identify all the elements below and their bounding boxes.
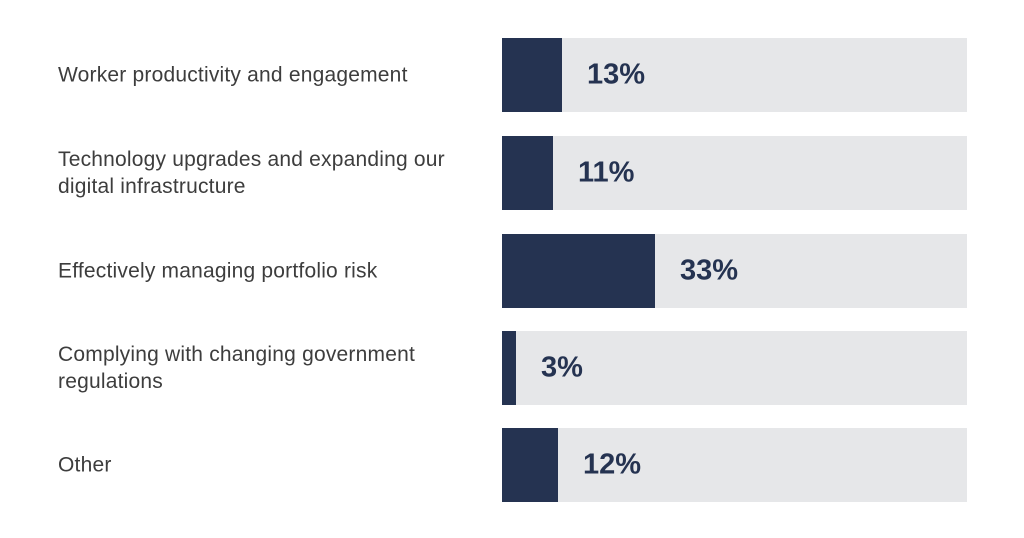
category-label: Other [58, 453, 112, 477]
value-label: 12% [583, 448, 642, 481]
category-label: Complying with changing government regul… [58, 343, 415, 393]
bar-track: 33% [502, 234, 967, 308]
bar [502, 38, 562, 112]
bar-track: 13% [502, 38, 967, 112]
value-label: 13% [587, 58, 646, 91]
bar [502, 331, 516, 405]
bar-row: Technology upgrades and expanding our di… [0, 136, 1024, 210]
bar-row: Other 12% [0, 428, 1024, 502]
category-label: Effectively managing portfolio risk [58, 259, 378, 283]
bar [502, 428, 558, 502]
bar [502, 136, 553, 210]
bar-row: Complying with changing government regul… [0, 331, 1024, 405]
bar-row: Worker productivity and engagement 13% [0, 38, 1024, 112]
bar-track: 12% [502, 428, 967, 502]
category-label: Worker productivity and engagement [58, 63, 408, 87]
bar [502, 234, 655, 308]
bar-track: 3% [502, 331, 967, 405]
value-label: 11% [578, 156, 635, 189]
value-label: 3% [541, 351, 583, 384]
value-label: 33% [680, 254, 739, 287]
category-label: Technology upgrades and expanding our di… [58, 148, 445, 198]
bar-track: 11% [502, 136, 967, 210]
bar-row: Effectively managing portfolio risk 33% [0, 234, 1024, 308]
